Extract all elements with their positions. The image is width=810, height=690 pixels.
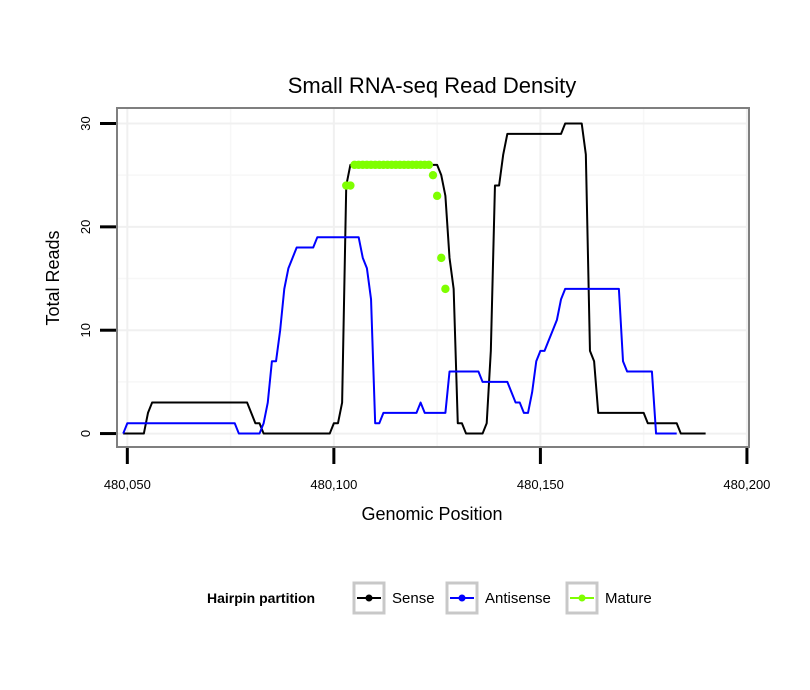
mature-point <box>437 253 446 263</box>
mature-point <box>432 191 442 201</box>
legend-label: Antisense <box>485 590 551 607</box>
y-tick-label: 0 <box>78 430 93 437</box>
series-line-sense <box>123 122 706 435</box>
y-axis-label: Total Reads <box>43 230 63 325</box>
legend-label: Sense <box>392 590 435 607</box>
legend-antisense: Antisense <box>445 581 551 615</box>
axes: 0 10 20 30 480,050 480,100 480,150 480,200 <box>78 116 770 492</box>
legend: Hairpin partition Sense Antisense Mature <box>207 581 652 615</box>
x-tick-label: 480,050 <box>104 477 151 492</box>
y-tick-label: 20 <box>78 220 93 234</box>
series-layer <box>122 122 706 435</box>
y-tick-label: 10 <box>78 323 93 337</box>
legend-title: Hairpin partition <box>207 590 315 606</box>
mature-point <box>424 160 434 170</box>
series-sense <box>123 122 706 435</box>
legend-key-point <box>458 594 466 602</box>
legend-sense: Sense <box>352 581 435 615</box>
plot-panel-border <box>116 107 750 448</box>
grid-lines <box>117 108 749 447</box>
legend-mature: Mature <box>565 581 652 615</box>
x-tick-label: 480,100 <box>310 477 357 492</box>
series-mature <box>342 160 450 294</box>
mature-point <box>441 284 450 294</box>
mature-point <box>346 181 355 190</box>
series-line-antisense <box>122 236 677 435</box>
chart-title: Small RNA-seq Read Density <box>288 73 577 98</box>
legend-key-point <box>578 594 586 602</box>
y-tick-label: 30 <box>78 116 93 130</box>
series-antisense <box>122 236 677 435</box>
x-axis-label: Genomic Position <box>361 504 502 524</box>
legend-label: Mature <box>605 590 652 607</box>
x-tick-label: 480,200 <box>723 477 770 492</box>
legend-key-point <box>365 594 373 602</box>
mature-point <box>428 170 438 180</box>
x-tick-label: 480,150 <box>517 477 564 492</box>
